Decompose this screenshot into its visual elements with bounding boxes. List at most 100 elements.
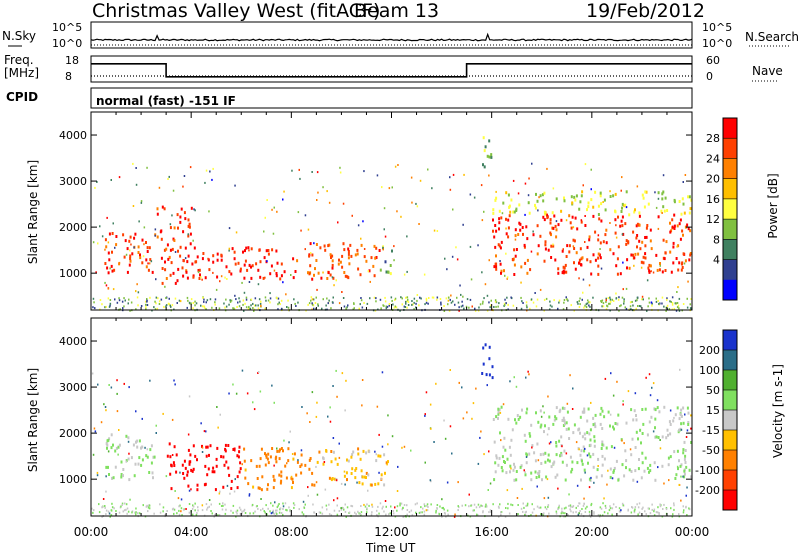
velocity-cell <box>540 415 543 418</box>
velocity-cell <box>211 512 213 515</box>
power-cell <box>486 294 489 297</box>
power-cell <box>580 263 582 267</box>
power-cell <box>601 305 603 308</box>
power-cell <box>317 304 319 307</box>
power-cell <box>512 179 515 182</box>
velocity-cell <box>204 464 207 468</box>
power-cell <box>382 304 384 307</box>
velocity-cell <box>671 515 674 518</box>
velocity-cell <box>607 469 609 472</box>
velocity-cell <box>383 483 386 487</box>
power-cell <box>599 248 601 250</box>
velocity-cell <box>169 455 172 459</box>
velocity-cell <box>350 455 353 459</box>
power-cell <box>115 235 118 238</box>
power-cell <box>331 266 334 270</box>
velocity-cell <box>628 468 631 472</box>
velocity-cell <box>287 459 290 463</box>
velocity-cell <box>475 387 477 390</box>
power-cell <box>189 232 192 236</box>
velocity-cell <box>470 504 472 507</box>
velocity-cell <box>180 510 182 513</box>
velocity-cell <box>581 459 583 463</box>
velocity-cell <box>659 439 661 441</box>
power-cell <box>688 258 691 262</box>
velocity-cell <box>583 407 586 411</box>
velocity-cell <box>330 450 333 453</box>
velocity-cell <box>172 461 175 465</box>
power-cell <box>135 183 138 186</box>
power-cell <box>427 302 429 305</box>
velocity-cell <box>546 433 549 436</box>
velocity-cell <box>266 513 268 516</box>
velocity-cell <box>542 405 544 408</box>
velocity-cell <box>313 483 316 487</box>
velocity-cell <box>218 502 221 505</box>
velocity-cell <box>105 409 107 412</box>
velocity-cell <box>358 481 361 485</box>
power-cell <box>194 300 196 303</box>
velocity-cell <box>607 410 610 414</box>
velocity-cell <box>275 509 277 512</box>
nsky-label: N.Sky <box>2 29 37 43</box>
power-cell <box>187 218 190 222</box>
power-cell <box>169 226 172 230</box>
velocity-cell <box>539 409 542 413</box>
velocity-cell <box>153 455 156 459</box>
velocity-cell <box>634 392 637 395</box>
power-cell <box>507 303 509 306</box>
velocity-cell <box>651 386 653 389</box>
power-cell <box>551 226 554 230</box>
velocity-cell <box>543 497 546 500</box>
power-cell <box>520 281 522 284</box>
power-cell <box>332 276 335 280</box>
velocity-cell <box>252 401 254 404</box>
power-cell <box>574 267 577 271</box>
velocity-cell <box>146 455 149 459</box>
velocity-cell <box>371 503 373 506</box>
power-cell <box>525 225 528 229</box>
power-cell <box>462 295 464 298</box>
velocity-cell <box>122 510 124 513</box>
velocity-cell <box>232 383 234 386</box>
power-cell <box>624 306 626 309</box>
velocity-cell <box>484 343 487 347</box>
power-cell <box>535 192 537 196</box>
velocity-cell <box>634 506 637 509</box>
velocity-cell <box>586 505 588 508</box>
velocity-cell <box>590 476 592 479</box>
power-cell <box>684 259 687 263</box>
velocity-cell <box>236 509 239 512</box>
power-cell <box>349 243 352 247</box>
power-cell <box>503 302 506 305</box>
velocity-cell <box>669 409 672 412</box>
velocity-cell <box>487 489 489 491</box>
power-cell <box>616 272 619 276</box>
velocity-cell <box>149 448 152 452</box>
velocity-cell <box>111 476 113 480</box>
power-cell <box>534 206 537 210</box>
power-cell <box>201 278 203 281</box>
xtick-label: 08:00 <box>274 525 309 539</box>
velocity-cell <box>497 416 499 420</box>
power-cell <box>449 176 451 179</box>
velocity-cell <box>592 423 595 427</box>
velocity-cell <box>298 508 300 511</box>
power-cell <box>495 262 498 266</box>
power-cell <box>197 269 200 272</box>
power-cell <box>205 308 207 311</box>
power-cell <box>641 193 644 197</box>
power-cell <box>524 182 527 185</box>
power-cell <box>367 270 370 273</box>
power-colorbar-swatch <box>723 178 737 200</box>
power-cell <box>308 302 311 305</box>
velocity-cell <box>410 509 413 512</box>
power-cell <box>609 222 611 224</box>
velocity-cell <box>635 430 638 434</box>
power-cell <box>215 288 218 291</box>
power-cell <box>242 250 244 254</box>
velocity-cell <box>685 494 687 497</box>
power-cell <box>396 210 398 213</box>
power-cell <box>323 244 326 248</box>
power-cell <box>224 276 226 279</box>
